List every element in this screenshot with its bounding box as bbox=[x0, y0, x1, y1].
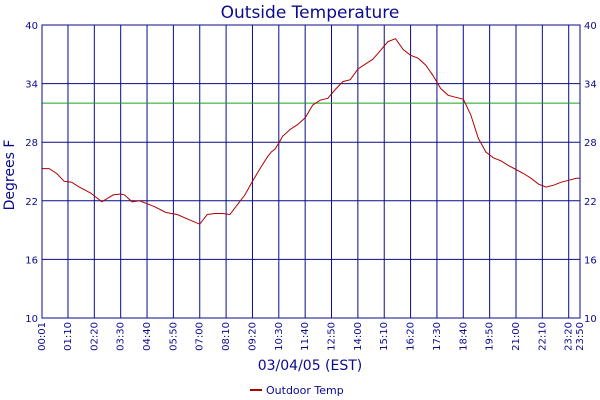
y-ticks-left: 10 16 22 28 34 40 bbox=[25, 21, 38, 325]
series-line-outdoor-temp bbox=[42, 38, 580, 225]
y-tick-label-right-1: 16 bbox=[584, 255, 597, 266]
y-tick-label-left-1: 16 bbox=[25, 255, 38, 266]
x-tick-label-15: 17:30 bbox=[432, 322, 443, 351]
y-tick-label-right-4: 34 bbox=[584, 80, 597, 91]
legend-label: Outdoor Temp bbox=[266, 384, 344, 397]
x-tick-label-7: 08:10 bbox=[221, 322, 232, 351]
legend: Outdoor Temp bbox=[250, 384, 344, 397]
x-tick-label-10: 11:40 bbox=[300, 322, 311, 351]
x-tick-label-19: 22:10 bbox=[537, 322, 548, 351]
plot-area bbox=[42, 25, 580, 318]
x-tick-label-17: 19:50 bbox=[485, 322, 496, 351]
x-axis-label: 03/04/05 (EST) bbox=[258, 358, 363, 374]
y-tick-label-left-2: 22 bbox=[25, 197, 38, 208]
y-tick-label-right-2: 22 bbox=[584, 197, 597, 208]
y-ticks-right: 10 16 22 28 34 40 bbox=[584, 21, 597, 325]
y-tick-label-left-0: 10 bbox=[25, 314, 38, 325]
x-tick-label-8: 09:20 bbox=[247, 322, 258, 351]
y-tick-label-left-3: 28 bbox=[25, 138, 38, 149]
x-tick-label-4: 04:40 bbox=[142, 322, 153, 351]
y-axis-label: Degrees F bbox=[2, 140, 18, 211]
x-ticks: 00:01 01:10 02:20 03:30 04:40 05:50 07:00 08:10… bbox=[37, 322, 586, 351]
chart-title: Outside Temperature bbox=[221, 3, 400, 23]
x-tick-label-21: 23:50 bbox=[575, 322, 586, 351]
y-tick-label-left-5: 40 bbox=[25, 21, 38, 32]
x-tick-label-1: 01:10 bbox=[63, 322, 74, 351]
x-tick-label-9: 10:30 bbox=[274, 322, 285, 351]
x-tick-label-13: 15:10 bbox=[379, 322, 390, 351]
x-tick-label-11: 12:50 bbox=[327, 322, 338, 351]
x-tick-label-6: 07:00 bbox=[195, 322, 206, 351]
y-tick-label-right-0: 10 bbox=[584, 314, 597, 325]
y-tick-label-right-5: 40 bbox=[584, 21, 597, 32]
y-tick-label-left-4: 34 bbox=[25, 80, 38, 91]
x-tick-label-12: 14:00 bbox=[353, 322, 364, 351]
x-tick-label-16: 18:40 bbox=[458, 322, 469, 351]
x-tick-label-2: 02:20 bbox=[89, 322, 100, 351]
plot-border bbox=[41, 24, 581, 319]
x-tick-label-5: 05:50 bbox=[168, 322, 179, 351]
x-tick-label-14: 16:20 bbox=[406, 322, 417, 351]
x-tick-label-20: 23:20 bbox=[564, 322, 575, 351]
x-tick-label-3: 03:30 bbox=[116, 322, 127, 351]
y-tick-label-right-3: 28 bbox=[584, 138, 597, 149]
x-tick-label-0: 00:01 bbox=[37, 322, 48, 351]
x-tick-label-18: 21:00 bbox=[511, 322, 522, 351]
